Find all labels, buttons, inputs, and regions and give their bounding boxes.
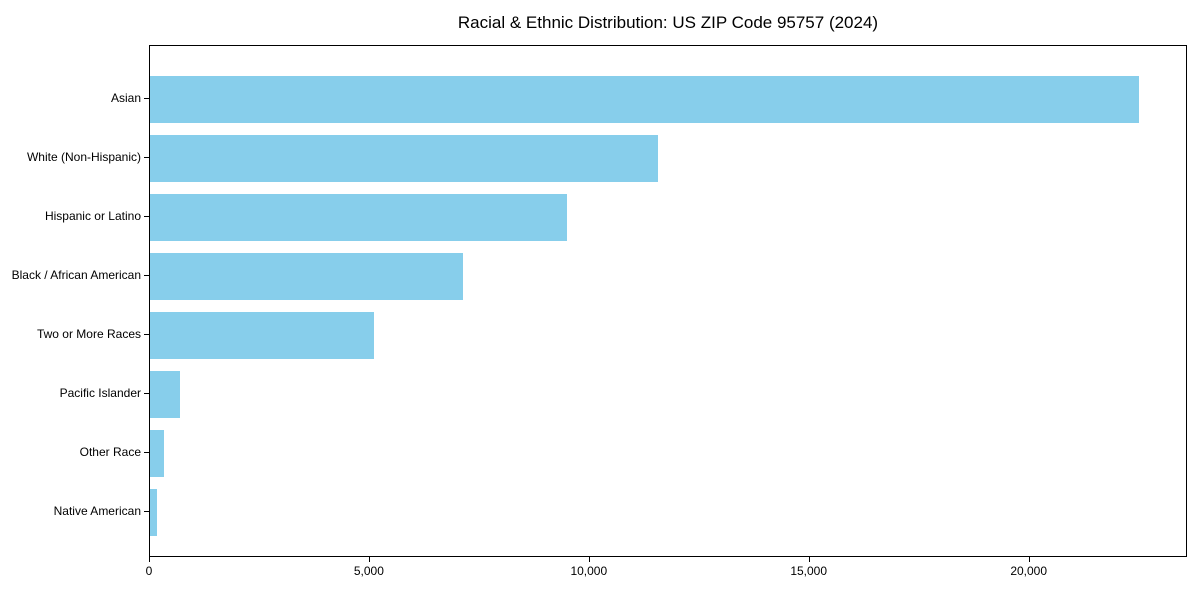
bar	[150, 193, 567, 241]
x-tick-label: 5,000	[353, 564, 384, 578]
x-tick-label: 15,000	[790, 564, 828, 578]
x-tick-mark	[368, 557, 370, 562]
y-tick-label: White (Non-Hispanic)	[26, 150, 141, 164]
bar	[150, 488, 157, 536]
y-tick-label: Native American	[53, 504, 141, 518]
y-tick-label: Black / African American	[11, 268, 141, 282]
y-tick-mark	[144, 452, 149, 453]
x-tick-mark	[149, 557, 150, 562]
bar	[150, 252, 464, 300]
x-tick-label: 20,000	[1010, 564, 1048, 578]
x-tick-mark	[1028, 557, 1030, 562]
bar	[150, 429, 165, 477]
chart-title: Racial & Ethnic Distribution: US ZIP Cod…	[457, 13, 879, 32]
plot-area	[149, 45, 1187, 557]
x-tick-mark	[588, 557, 590, 562]
y-tick-mark	[144, 157, 149, 158]
y-tick-mark	[144, 275, 149, 276]
y-tick-label: Asian	[110, 91, 141, 105]
bar	[150, 370, 180, 418]
y-tick-label: Other Race	[79, 445, 141, 459]
bar	[150, 311, 375, 359]
y-tick-label: Two or More Races	[36, 327, 141, 341]
y-tick-mark	[144, 334, 149, 335]
y-tick-label: Pacific Islander	[59, 386, 141, 400]
x-tick-label: 10,000	[570, 564, 608, 578]
y-tick-label: Hispanic or Latino	[44, 209, 141, 223]
y-tick-mark	[144, 98, 149, 99]
y-tick-mark	[144, 393, 149, 394]
bar	[150, 134, 658, 182]
y-tick-mark	[144, 216, 149, 217]
y-tick-mark	[144, 511, 149, 512]
x-tick-mark	[808, 557, 810, 562]
x-tick-label: 0	[145, 564, 153, 578]
bar	[150, 75, 1139, 123]
